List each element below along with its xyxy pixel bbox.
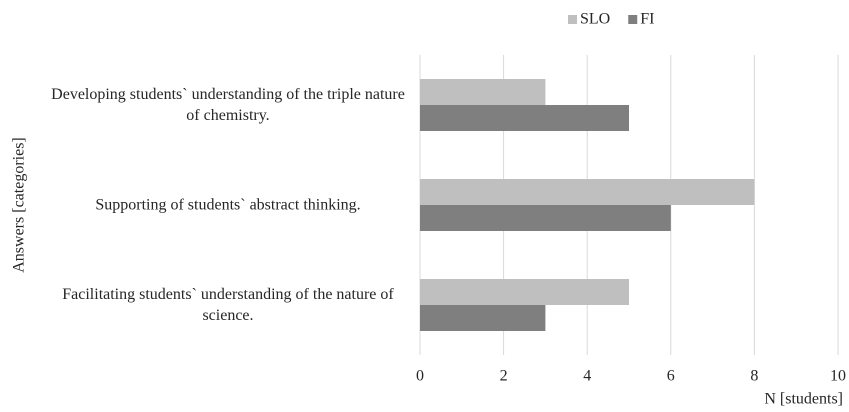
legend-label: SLO <box>580 11 610 28</box>
y-tick-label: Facilitating students` understanding of … <box>62 286 394 324</box>
x-axis-title: N [students] <box>764 391 843 408</box>
y-axis-title: Answers [categories] <box>11 137 28 273</box>
y-tick-label: Supporting of students` abstract thinkin… <box>95 196 361 214</box>
bar <box>420 179 755 205</box>
legend-swatch <box>628 15 638 24</box>
bar <box>420 79 546 105</box>
bar <box>420 305 546 331</box>
x-tick-label: 4 <box>583 368 591 385</box>
x-tick-label: 2 <box>500 368 508 385</box>
bar <box>420 279 629 305</box>
x-tick-label: 10 <box>830 368 846 385</box>
x-tick-label: 6 <box>667 368 675 385</box>
bar <box>420 105 629 131</box>
bar <box>420 205 671 231</box>
legend-label: FI <box>640 11 654 28</box>
y-tick-label: Developing students` understanding of th… <box>51 86 405 124</box>
legend-swatch <box>568 15 577 24</box>
x-tick-label: 8 <box>750 368 758 385</box>
x-tick-label: 0 <box>416 368 424 385</box>
